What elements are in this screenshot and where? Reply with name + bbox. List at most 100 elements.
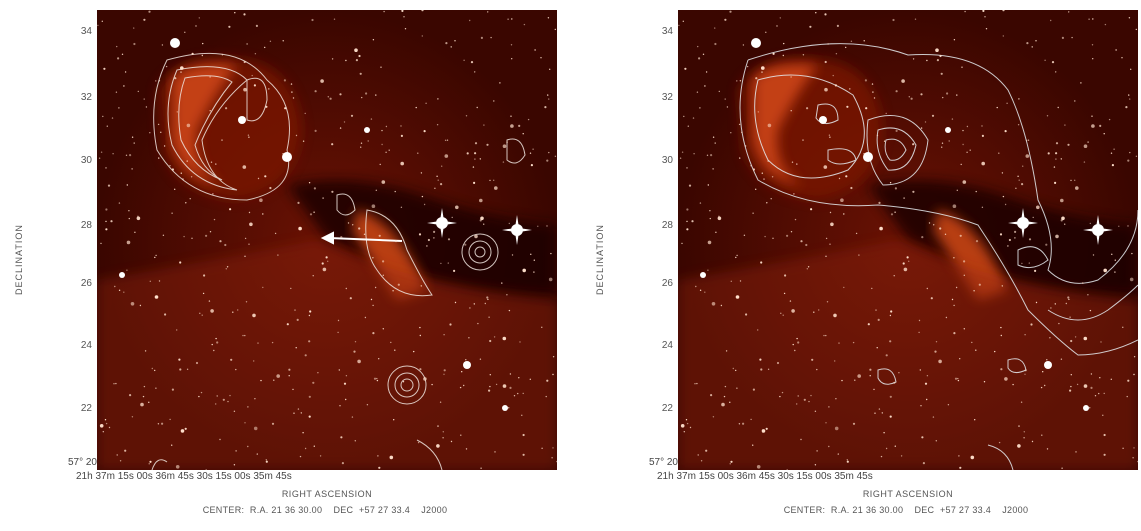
star [879,226,883,231]
star [282,153,284,155]
star [783,292,786,295]
star [322,197,324,199]
star [465,448,468,450]
star [1067,296,1070,299]
star [255,24,258,27]
star [1103,433,1106,437]
star [776,361,780,365]
star [684,67,687,70]
x-tick-labels: 21h 37m 15s 00s 36m 45s 30s 15s 00s 35m … [76,471,292,482]
star [764,235,766,238]
star [454,301,457,304]
star [958,455,960,457]
star [889,395,892,398]
star [750,165,752,167]
star [919,369,921,371]
star [489,179,491,182]
star [1064,223,1066,225]
star [1025,139,1028,141]
star [1070,339,1073,343]
star [256,453,258,455]
star [852,422,856,425]
star [244,237,247,240]
star [164,313,167,316]
star [533,271,535,273]
star [729,10,732,13]
star [401,10,404,12]
star [1103,133,1105,135]
star [999,233,1003,236]
star [1131,252,1133,255]
star [208,300,211,302]
star [200,391,203,394]
star [443,334,445,336]
star [742,44,745,46]
star [1128,94,1130,96]
star [446,139,449,141]
star [1128,17,1131,19]
star [304,354,307,357]
star [873,97,876,99]
star [724,18,727,21]
star [838,177,841,180]
star [912,58,915,60]
star [926,375,929,377]
star [304,447,307,450]
star [1121,57,1123,59]
star [767,123,772,128]
star [474,158,476,160]
star [233,464,236,466]
star [421,10,424,12]
star [885,354,888,357]
star [417,441,420,444]
star [265,460,268,463]
star [714,42,717,46]
star [776,25,778,27]
star [378,466,381,469]
star [450,46,452,48]
star [872,91,874,93]
star [282,40,284,42]
y-tick: 34 [80,26,92,37]
star [274,232,277,235]
star [858,254,860,256]
star [816,450,818,452]
star [981,161,985,166]
star [417,152,419,154]
star [530,253,532,255]
star [1129,151,1131,154]
star [1114,271,1116,273]
star [1103,453,1106,456]
star [271,341,274,344]
star [982,10,985,12]
star [273,379,275,381]
star [382,274,384,276]
star [827,43,829,45]
star [791,161,794,163]
star [956,189,958,191]
star [679,157,682,159]
star [437,425,439,427]
star [546,379,549,382]
star [527,118,530,121]
star [1046,448,1049,450]
star [404,28,407,30]
star [1004,377,1008,381]
star [365,92,368,95]
star [493,179,495,181]
star [926,287,928,290]
star [136,216,141,221]
star [308,314,311,317]
star [215,337,217,340]
star [876,347,878,349]
star [813,311,815,313]
y-tick: 26 [661,278,673,289]
star [682,20,684,22]
star [372,304,374,307]
star [460,434,462,436]
star [506,294,508,296]
star [707,269,709,271]
star [786,469,788,470]
x-axis-label: RIGHT ASCENSION [862,489,954,499]
star [811,358,814,361]
